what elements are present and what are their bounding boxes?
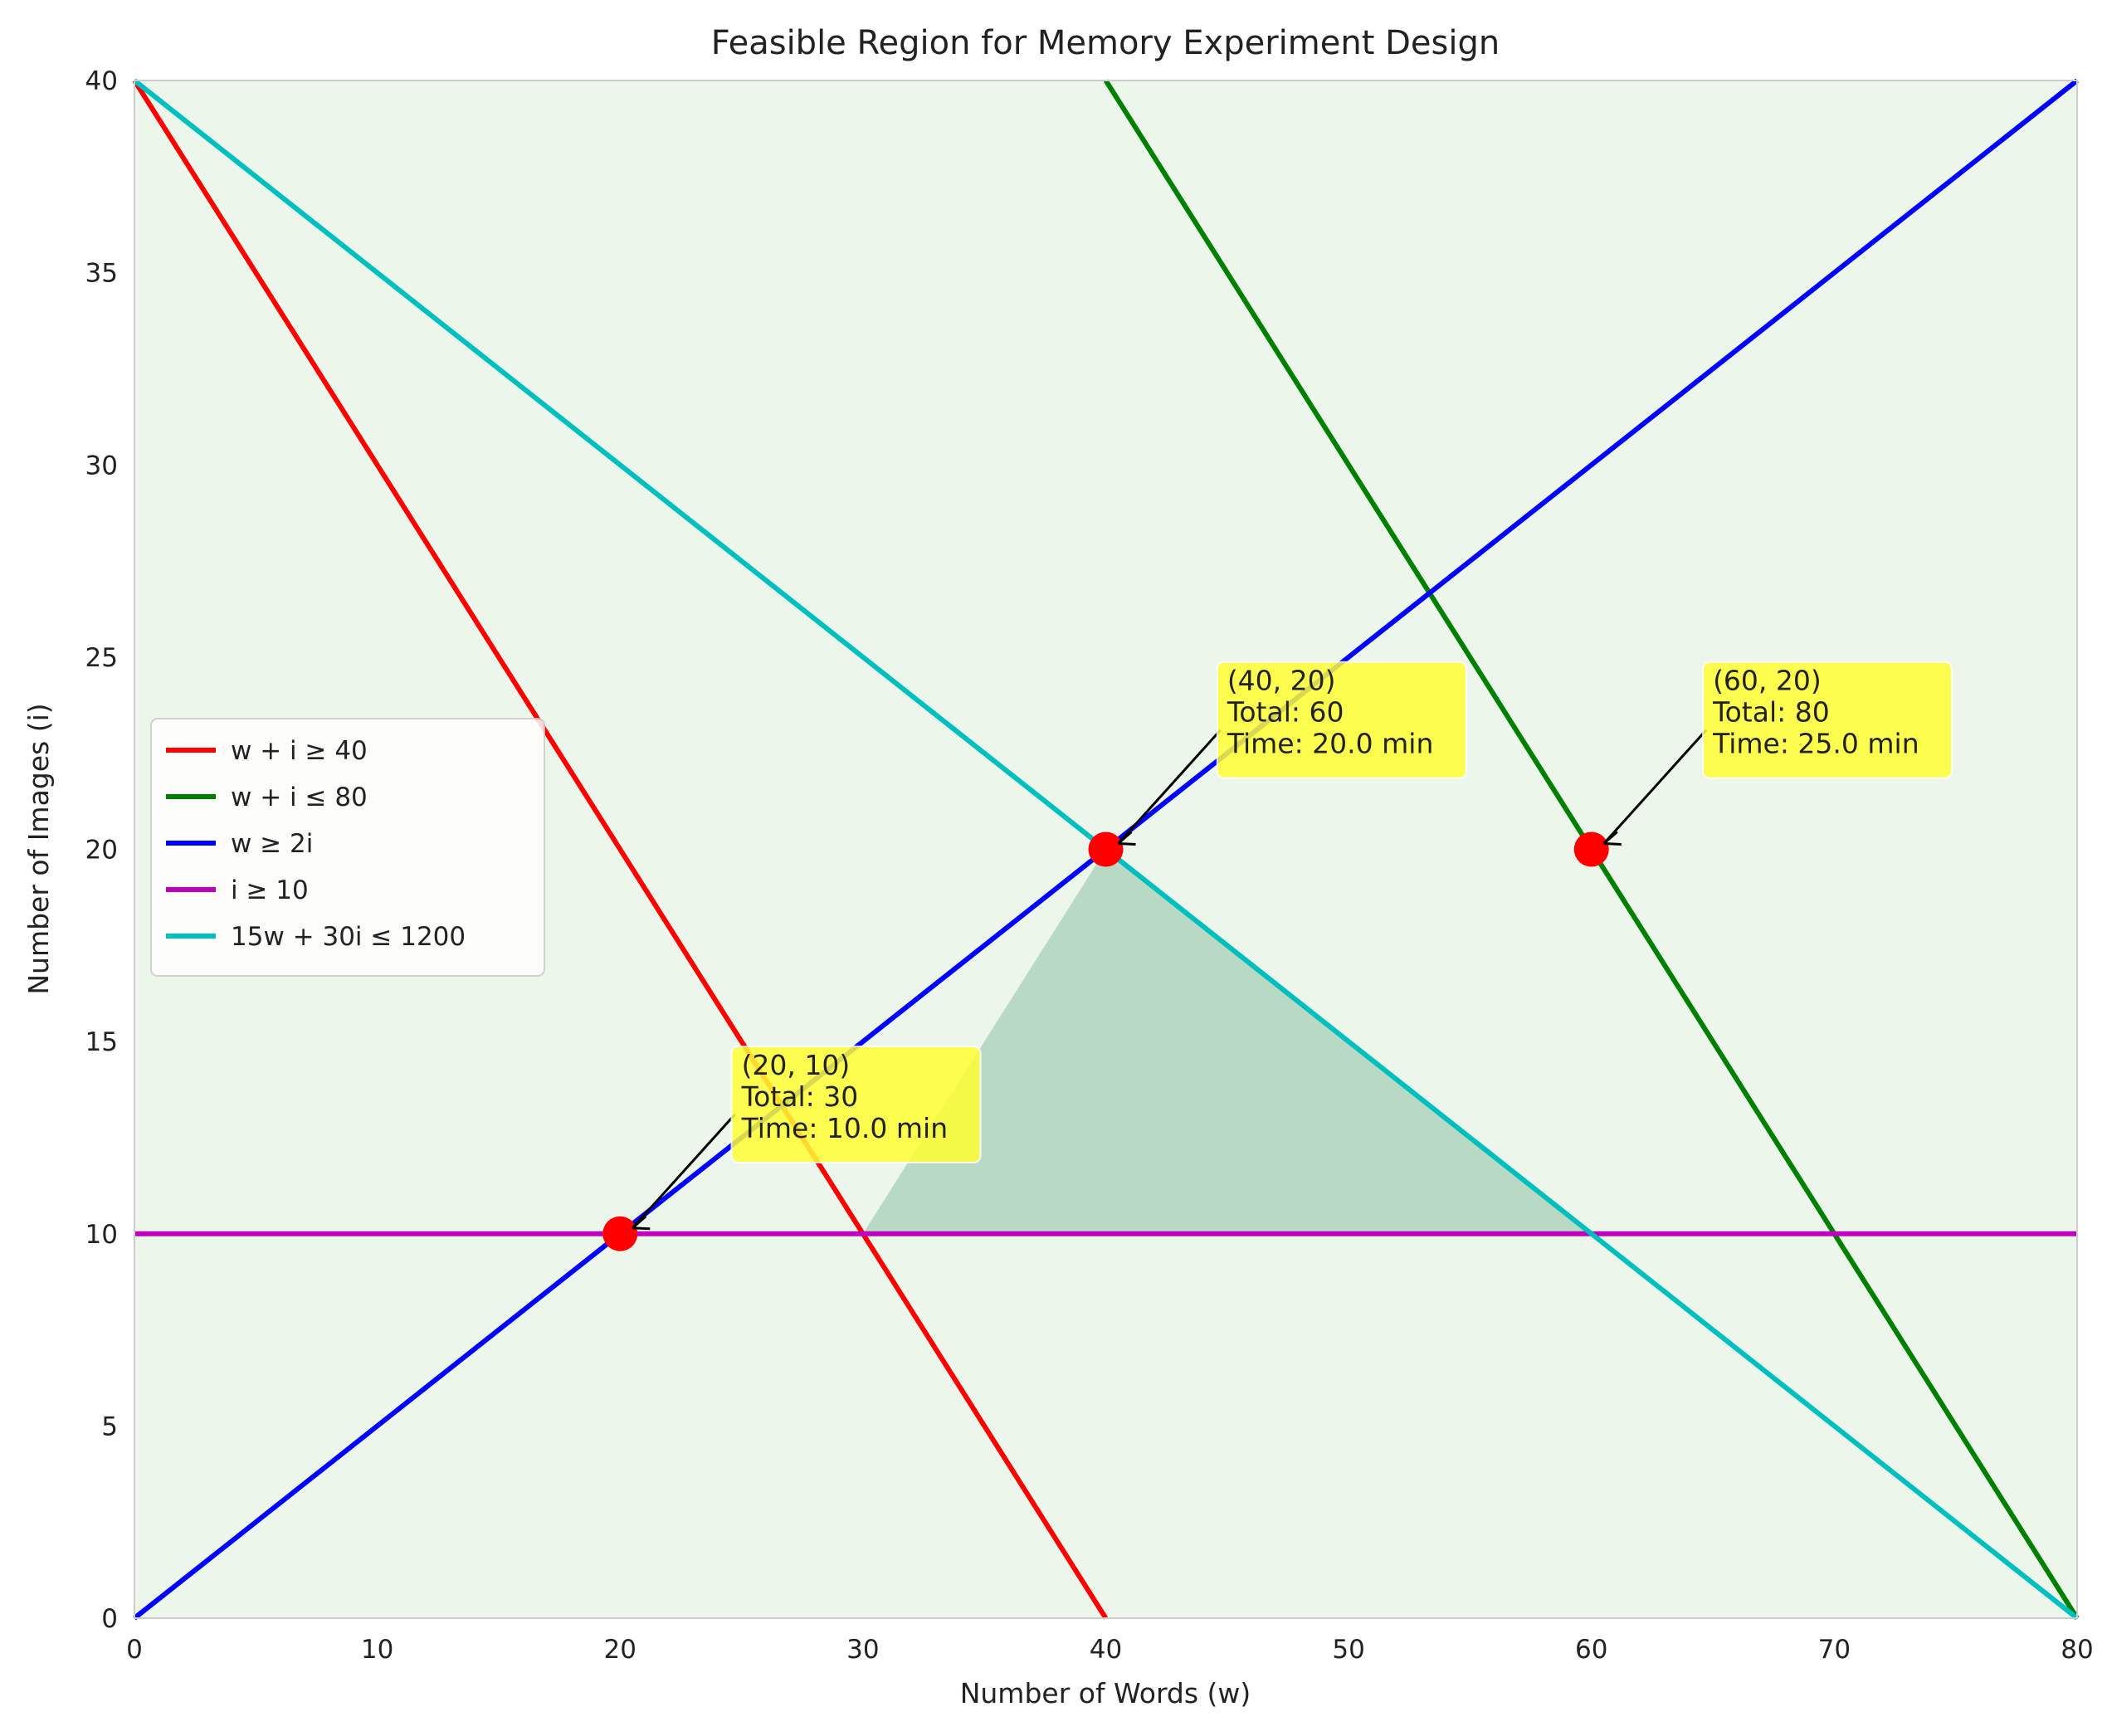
annotation-label: (20, 10) xyxy=(742,1049,851,1081)
x-axis-label: Number of Words (w) xyxy=(960,1677,1251,1709)
x-tick-label: 50 xyxy=(1332,1635,1364,1665)
y-tick-label: 30 xyxy=(85,451,118,480)
x-tick-label: 40 xyxy=(1090,1635,1122,1665)
y-tick-label: 10 xyxy=(85,1220,118,1250)
annotation-label: Total: 30 xyxy=(741,1080,859,1113)
y-tick-label: 40 xyxy=(85,66,118,96)
data-point xyxy=(602,1216,638,1251)
y-tick-label: 20 xyxy=(85,836,118,866)
annotation-box xyxy=(1702,661,1953,779)
legend: w + i ≥ 40 w + i ≤ 80 w ≥ 2i i ≥ 10 15w + 30… xyxy=(150,718,545,977)
legend-label: w + i ≥ 40 xyxy=(231,736,368,766)
data-point xyxy=(1088,831,1124,867)
annotation-label: Time: 25.0 min xyxy=(1712,728,1919,760)
data-point xyxy=(1573,831,1609,867)
annotation-box xyxy=(730,1045,982,1163)
annotation-label: Total: 60 xyxy=(1227,696,1344,729)
annotation-arrowhead xyxy=(1117,831,1136,846)
x-tick-label: 60 xyxy=(1575,1635,1607,1665)
annotation-arrow xyxy=(1117,729,1222,845)
constraint-line-1 xyxy=(132,79,1109,1620)
legend-label: w + i ≤ 80 xyxy=(231,783,368,812)
y-tick-label: 25 xyxy=(85,643,118,673)
y-tick-label: 5 xyxy=(101,1412,118,1441)
annotation-box xyxy=(1216,661,1467,779)
y-axis-label: Number of Images (i) xyxy=(22,703,55,994)
x-tick-label: 10 xyxy=(361,1635,393,1665)
feasible-region xyxy=(862,849,1592,1234)
x-tick-label: 70 xyxy=(1818,1635,1851,1665)
legend-label: i ≥ 10 xyxy=(231,875,309,905)
y-tick-label: 35 xyxy=(85,259,118,289)
annotation-arrow xyxy=(632,1113,736,1229)
points-layer xyxy=(602,831,1609,1251)
annotation-label: (40, 20) xyxy=(1227,665,1336,697)
annotation-arrowhead xyxy=(632,1215,651,1231)
annotation-arrow xyxy=(1602,729,1708,845)
plot-frame xyxy=(134,80,2078,1619)
annotation-label: (60, 20) xyxy=(1713,665,1822,697)
feasible-region-layer xyxy=(862,849,1592,1234)
x-tick-label: 0 xyxy=(126,1635,143,1665)
x-tick-label: 30 xyxy=(846,1635,879,1665)
legend-label: 15w + 30i ≤ 1200 xyxy=(231,922,466,952)
legend-box xyxy=(150,718,545,977)
x-tick-label: 80 xyxy=(2061,1635,2093,1665)
y-tick-label: 15 xyxy=(85,1027,118,1057)
legend-label: w ≥ 2i xyxy=(231,829,313,859)
x-tick-label: 20 xyxy=(604,1635,636,1665)
chart-title: Feasible Region for Memory Experiment De… xyxy=(711,24,1500,62)
annotation-label: Time: 10.0 min xyxy=(741,1112,949,1144)
annotation-label: Total: 80 xyxy=(1712,696,1830,729)
annotation-arrowhead xyxy=(1602,831,1622,846)
annotation-label: Time: 20.0 min xyxy=(1227,728,1434,760)
y-tick-label: 0 xyxy=(101,1604,118,1634)
axis-ticks-layer: 0 10 20 30 40 50 60 70 80 0 5 10 15 20 25 30 35 40 xyxy=(85,66,2094,1665)
